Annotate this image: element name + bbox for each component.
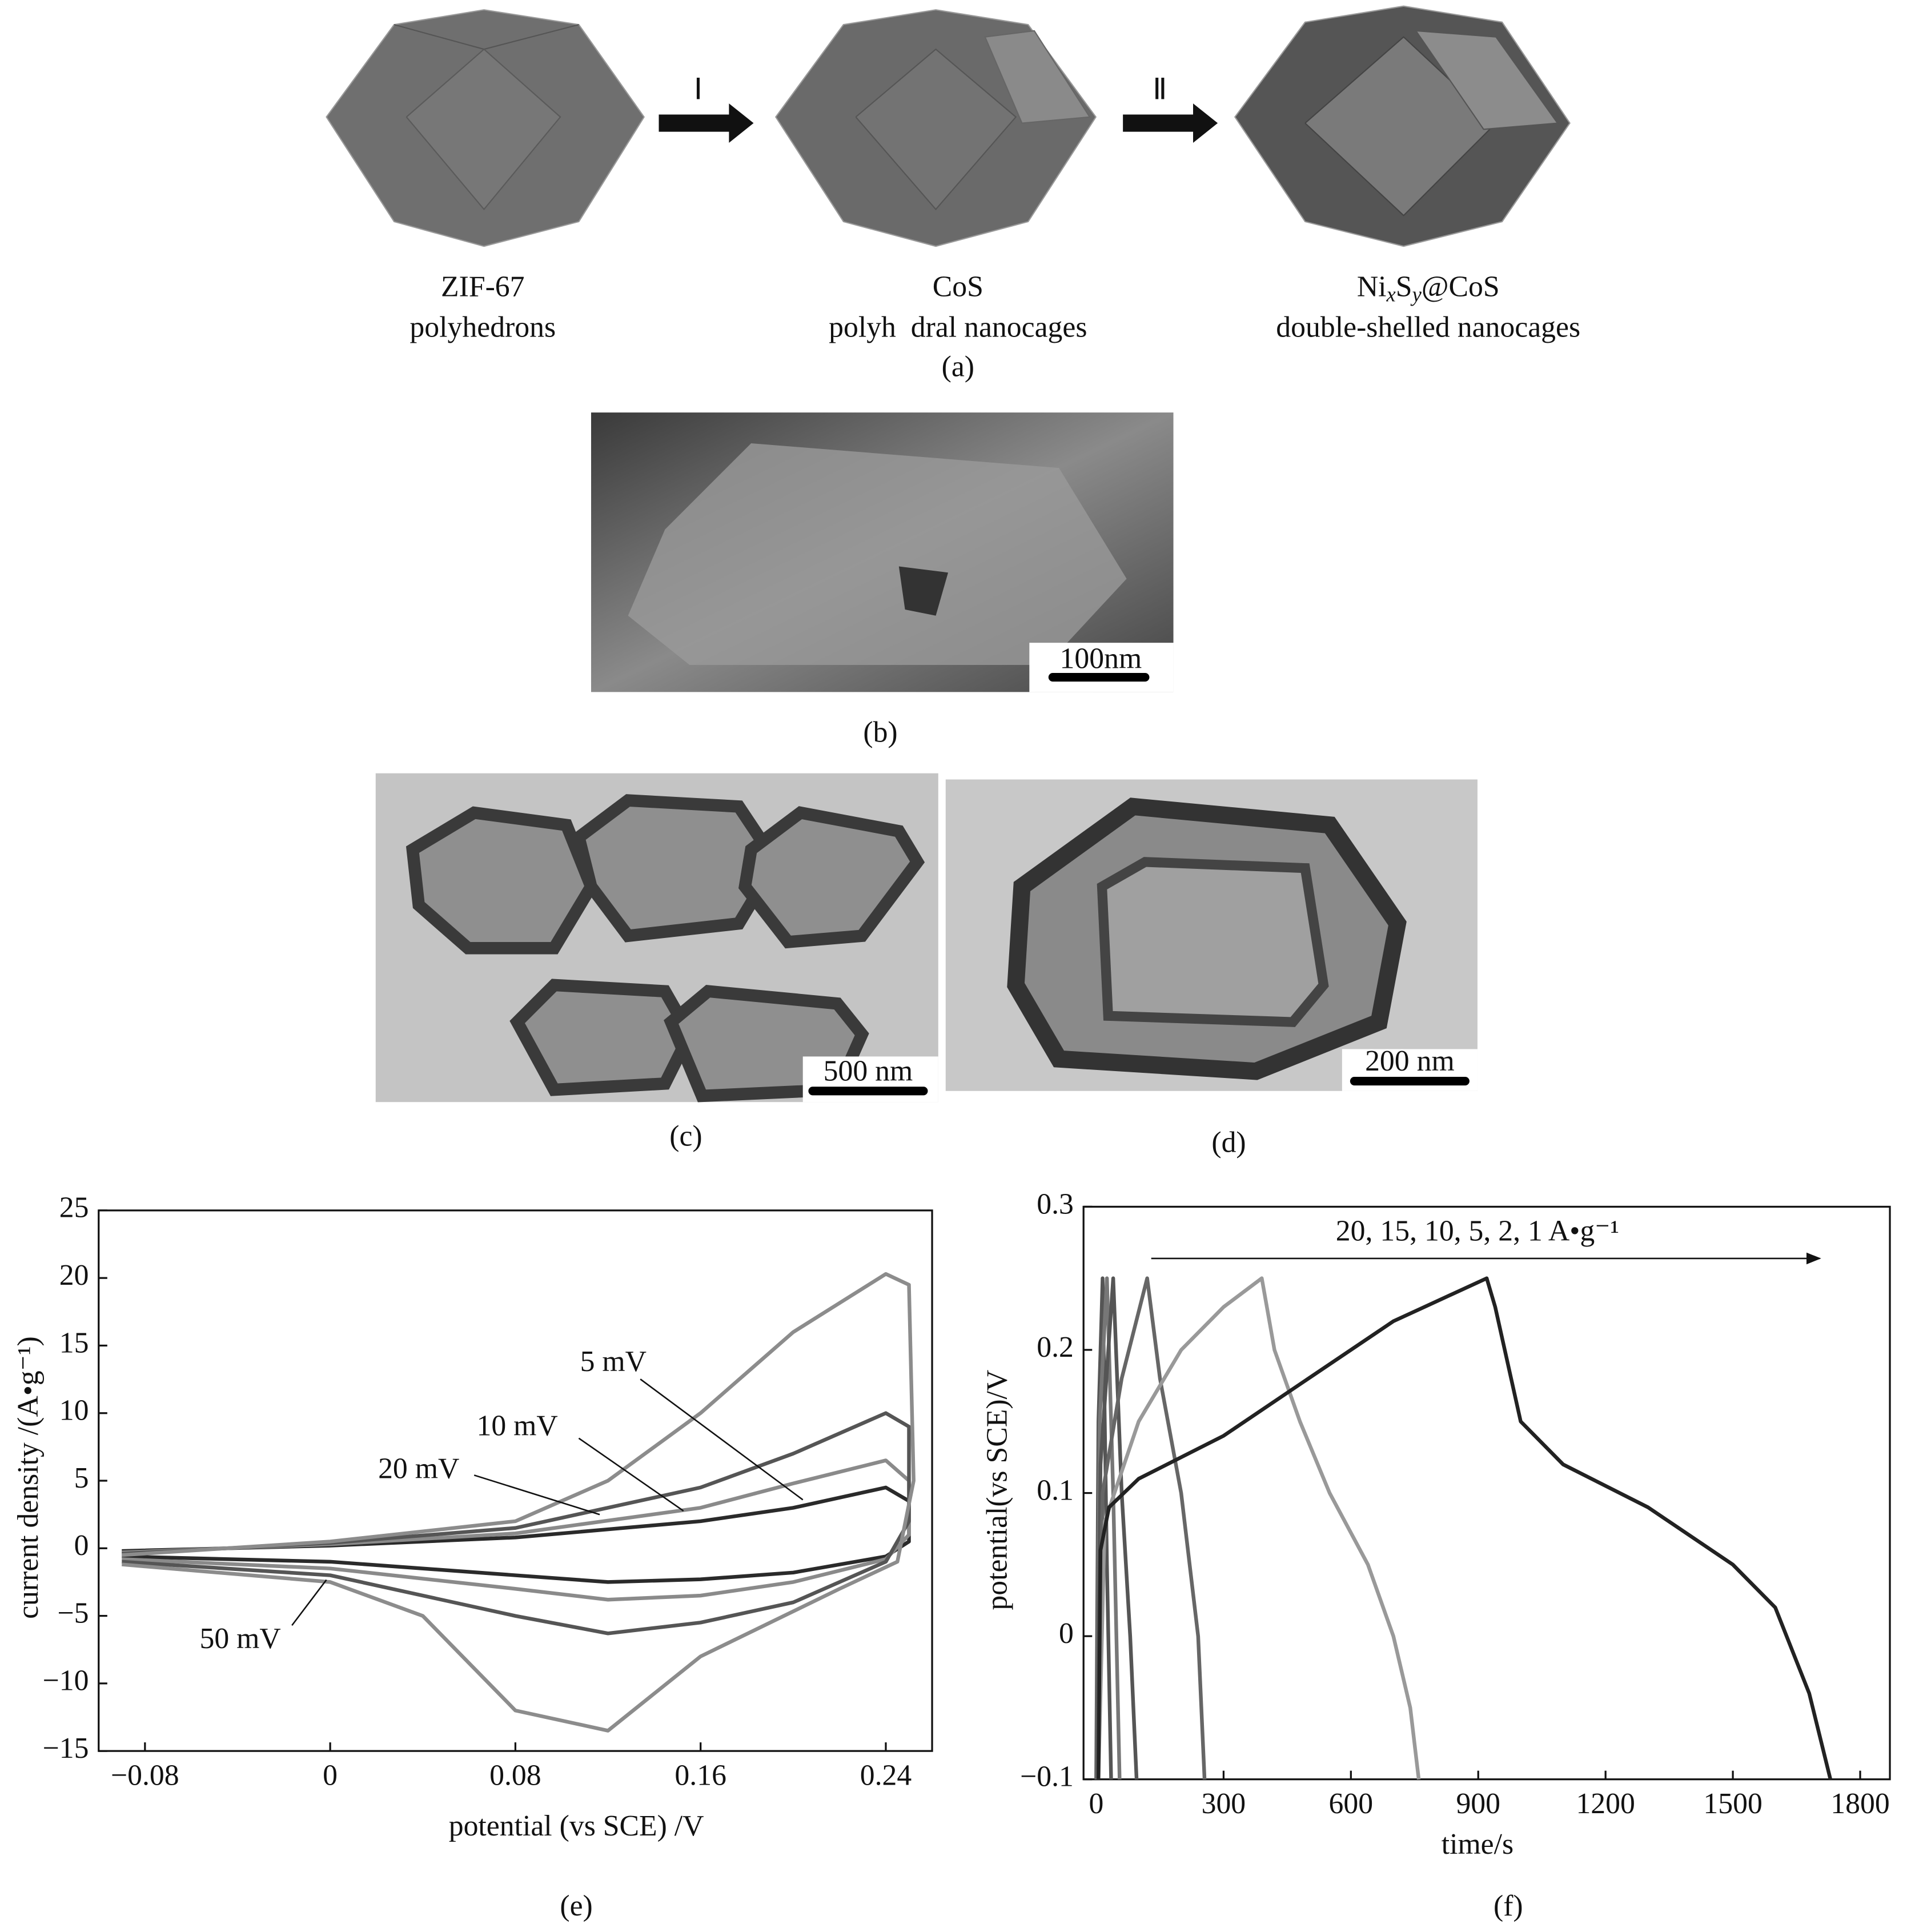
x-tick-label: 900 [1456, 1787, 1500, 1820]
leader-line [578, 1437, 684, 1512]
panel-label: (d) [1211, 1127, 1246, 1159]
y-tick-label: 0.1 [1037, 1474, 1074, 1506]
y-tick-label: −15 [43, 1732, 89, 1765]
data-line [122, 1458, 911, 1602]
panel-label: (c) [669, 1120, 702, 1153]
scale-bar-label: 100nm [1060, 642, 1142, 675]
y-axis-label: current density /(A•g⁻¹) [12, 1336, 45, 1619]
x-tick-label: 0.08 [489, 1759, 541, 1791]
formula-part: @CoS [1422, 270, 1500, 303]
data-line [1095, 1276, 1139, 1779]
x-tick-label: 0 [1089, 1787, 1104, 1820]
panel-label: (b) [863, 716, 897, 749]
x-tick-label: −0.08 [111, 1759, 179, 1791]
data-line [122, 1411, 911, 1636]
series-annotation: 5 mV [580, 1345, 647, 1378]
series-annotation: 20 mV [378, 1453, 459, 1485]
stage-name: CoS [933, 270, 983, 303]
annotation: 20, 15, 10, 5, 2, 1 A•g⁻¹ [1336, 1215, 1619, 1248]
stage-name: NixSy@CoS [1357, 270, 1500, 306]
micrograph [945, 779, 1478, 1091]
y-tick-label: 0 [74, 1529, 89, 1562]
polyhedron [326, 9, 645, 247]
data-line [122, 1485, 911, 1584]
series-annotation: 10 mV [477, 1409, 558, 1442]
micrograph [591, 412, 1174, 692]
x-tick-label: 0.16 [675, 1759, 726, 1791]
formula-part: S [1396, 270, 1412, 303]
formula-part: x [1386, 283, 1396, 306]
x-tick-label: 1200 [1576, 1787, 1635, 1820]
y-tick-label: −0.1 [1020, 1761, 1074, 1793]
x-tick-label: 0.24 [860, 1759, 912, 1791]
panel-label: (a) [942, 351, 974, 383]
x-tick-label: 1500 [1703, 1787, 1762, 1820]
stage-desc: double-shelled nanocages [1276, 311, 1580, 344]
data-line [1097, 1276, 1421, 1780]
micrograph [375, 773, 938, 1103]
x-tick-label: 1800 [1830, 1787, 1889, 1820]
plot-frame [1082, 1205, 1891, 1781]
scale-bar-label: 200 nm [1365, 1045, 1455, 1077]
formula-part: y [1410, 283, 1422, 306]
y-tick-label: 15 [59, 1326, 89, 1359]
y-tick-label: 10 [59, 1394, 89, 1427]
step-label: Ⅱ [1153, 74, 1167, 106]
y-tick-label: 0.3 [1037, 1188, 1074, 1220]
y-tick-label: 0.2 [1037, 1331, 1074, 1364]
x-axis-label: time/s [1442, 1828, 1513, 1861]
x-tick-label: 600 [1329, 1787, 1374, 1820]
y-tick-label: 20 [59, 1259, 89, 1292]
polyhedron [774, 9, 1097, 247]
x-tick-label: 300 [1202, 1787, 1246, 1820]
y-tick-label: 25 [59, 1192, 89, 1224]
data-line [122, 1272, 916, 1733]
data-line [1095, 1276, 1207, 1779]
series-annotation: 50 mV [200, 1622, 281, 1655]
panel-label: (e) [560, 1890, 592, 1922]
leader-line [473, 1474, 600, 1516]
y-axis-label: potential(vs SCE)/V [981, 1370, 1013, 1610]
data-line [1097, 1276, 1833, 1780]
formula-part: Ni [1357, 270, 1387, 303]
y-tick-label: 0 [1059, 1617, 1074, 1650]
x-axis-label: potential (vs SCE) /V [449, 1810, 704, 1842]
stage-name: ZIF-67 [441, 270, 525, 303]
y-tick-label: 5 [74, 1462, 89, 1494]
stage-desc: polyh dral nanocages [829, 311, 1087, 344]
x-tick-label: 0 [323, 1759, 338, 1791]
process-arrow [659, 103, 1218, 143]
leader-line [640, 1378, 804, 1501]
panel-label: (f) [1494, 1890, 1523, 1922]
step-label: Ⅰ [694, 74, 702, 106]
y-tick-label: −10 [43, 1665, 89, 1697]
leader-line [291, 1579, 327, 1626]
polyhedron [1234, 5, 1571, 247]
scale-bar-label: 500 nm [824, 1055, 913, 1087]
stage-desc: polyhedrons [410, 311, 556, 344]
y-tick-label: −5 [57, 1597, 89, 1629]
